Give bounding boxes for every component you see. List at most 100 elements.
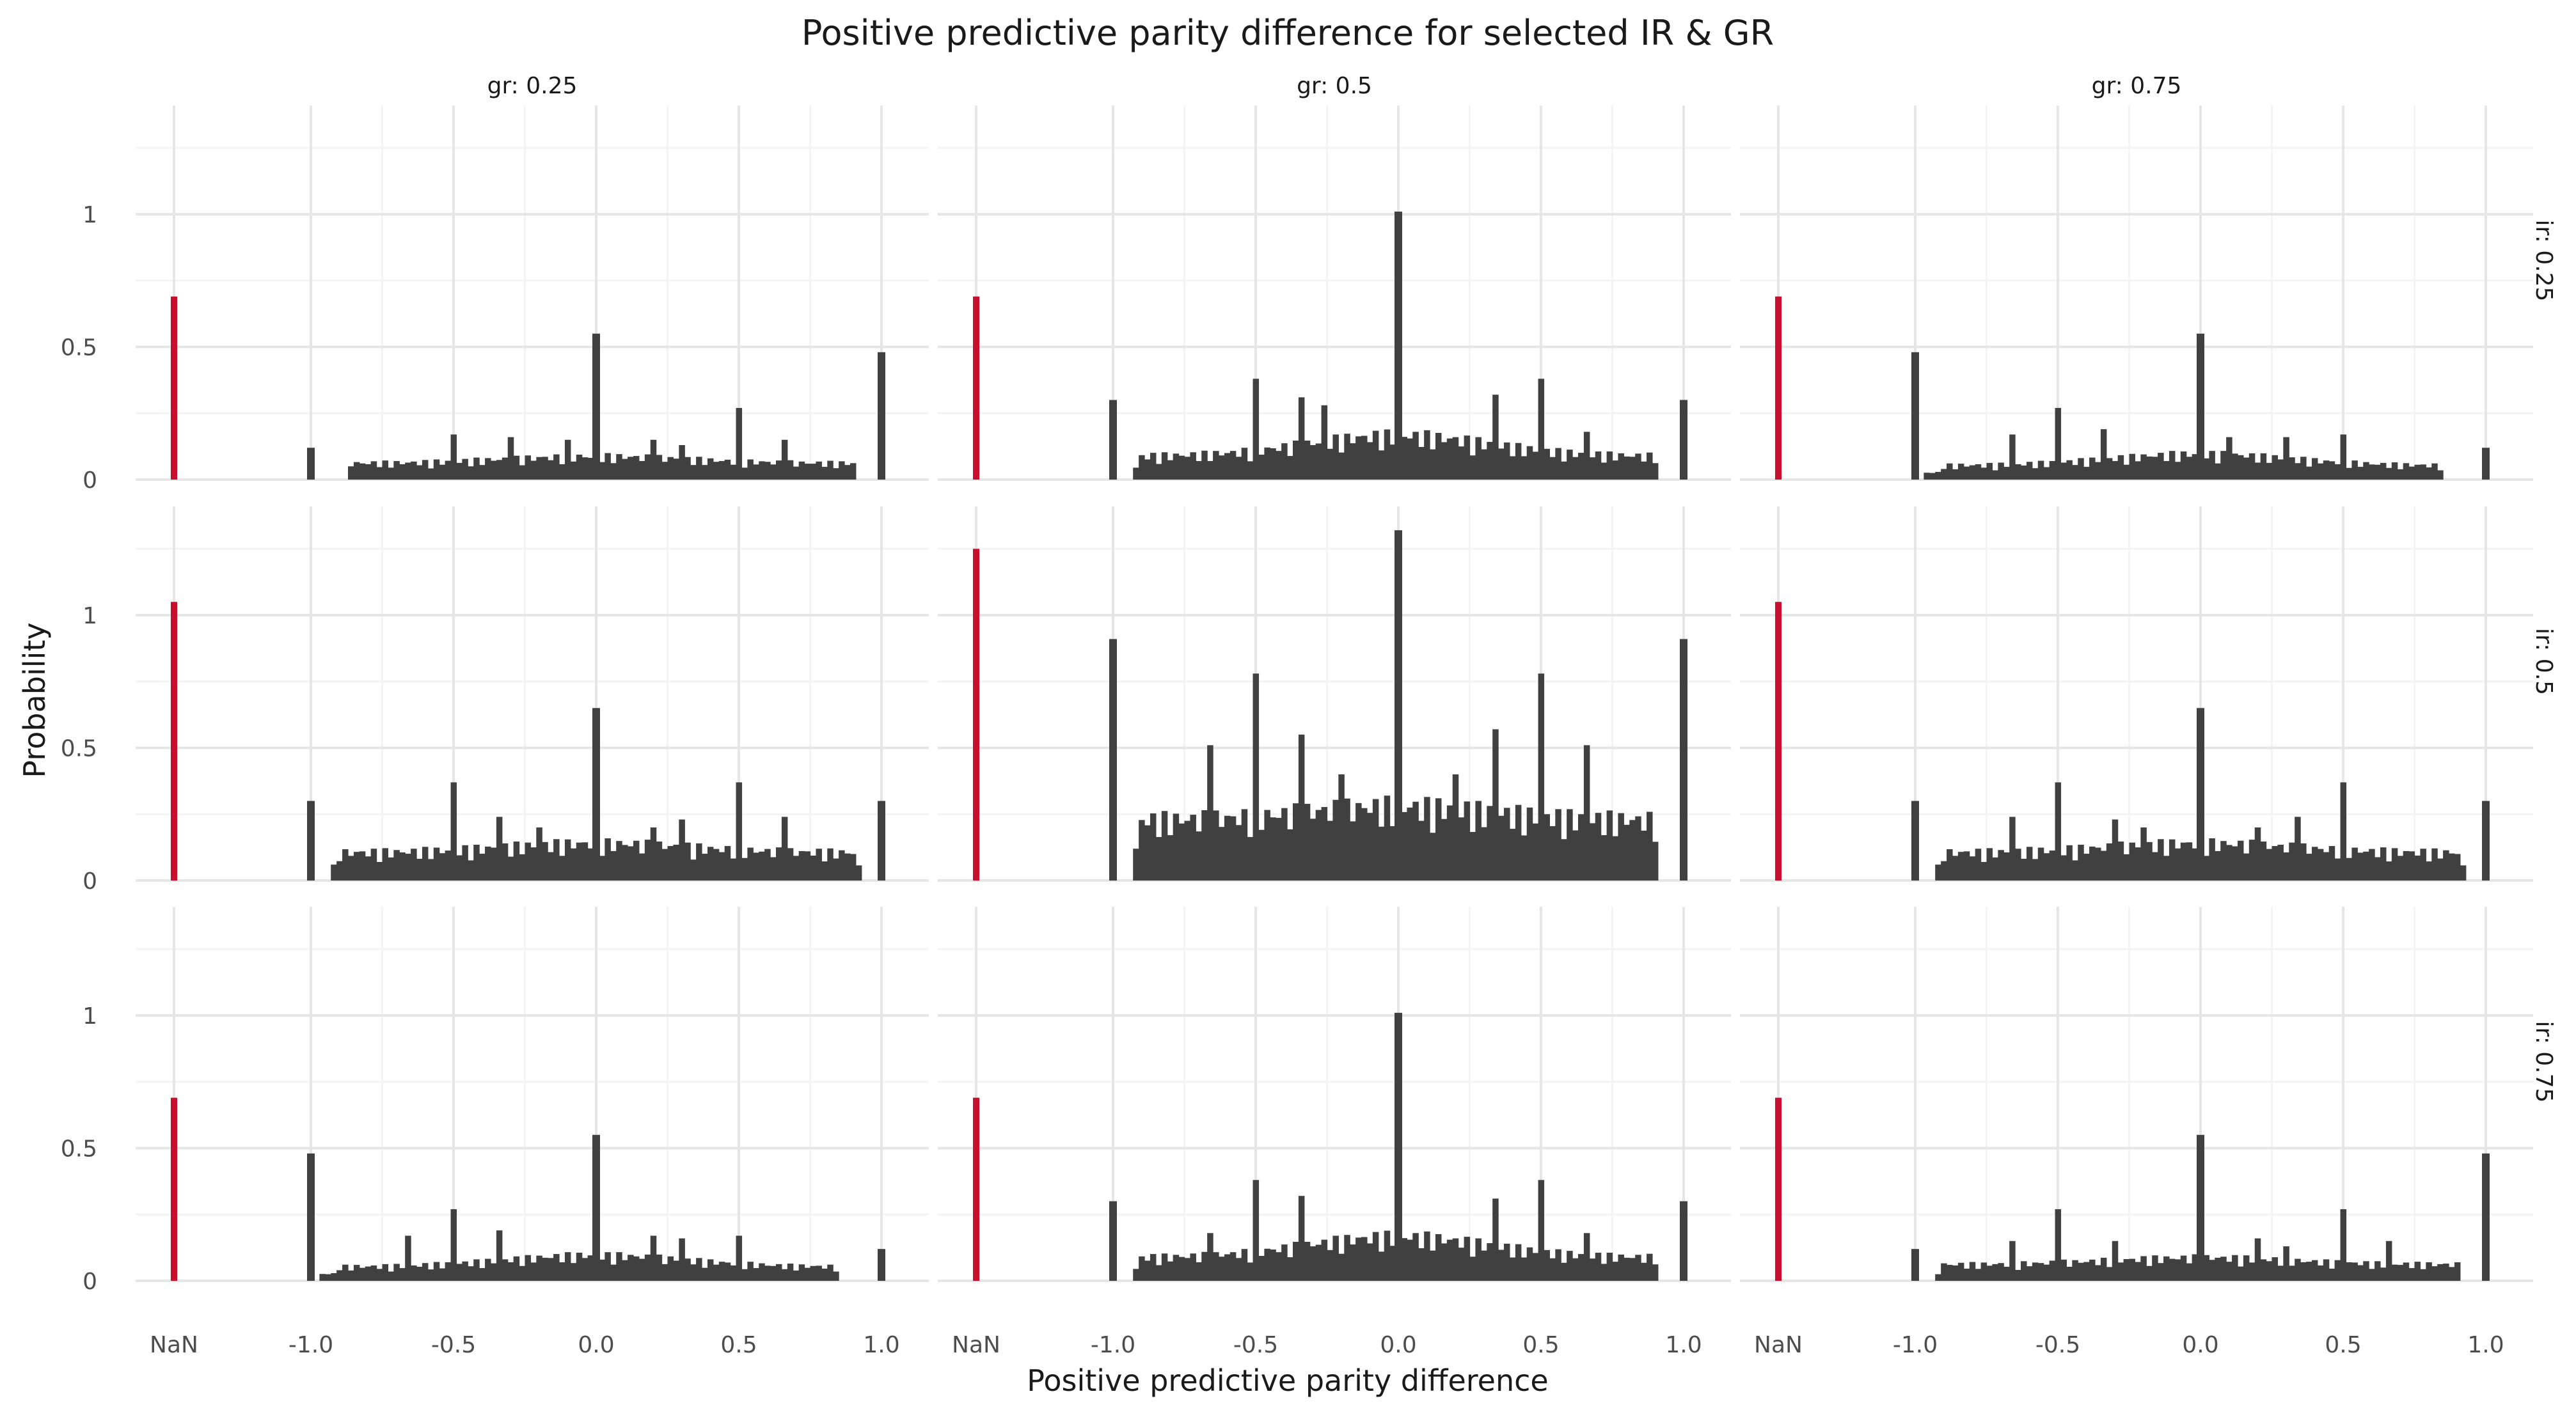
histogram-bar [2414, 1262, 2421, 1281]
x-tick-label: -1.0 [1091, 1332, 1135, 1358]
histogram-bar [638, 853, 645, 881]
histogram-bar [1276, 818, 1282, 881]
histogram-bar [1213, 810, 1219, 881]
histogram-bar [2003, 852, 2010, 881]
histogram-bar [1992, 857, 1998, 881]
histogram-bar [878, 352, 885, 480]
histogram-bar [1178, 823, 1185, 881]
histogram-bar [2340, 1209, 2347, 1281]
histogram-bar [1515, 804, 1522, 881]
x-tick-labels: NaN NaN NaN -1.0 -1.0 -1.0 -0.5 -0.5 -0.5 0.0 0.0 0… [150, 1332, 2504, 1358]
histogram-bar [490, 847, 497, 881]
histogram-bar [2209, 451, 2215, 480]
histogram-bar [1612, 460, 1619, 480]
histogram-bar [2180, 1255, 2187, 1281]
histogram-bar [599, 462, 605, 480]
histogram-bar [1207, 1233, 1213, 1281]
histogram-bar [1986, 1265, 1993, 1281]
histogram-bar [347, 466, 354, 480]
histogram-bar [1538, 379, 1545, 480]
histogram-bar [325, 1274, 331, 1281]
histogram-bar [1441, 442, 1448, 480]
histogram-bar [1332, 434, 1339, 480]
histogram-bar [2369, 1269, 2375, 1281]
histogram-bar [2032, 859, 2039, 881]
histogram-bar [2397, 1265, 2404, 1281]
histogram-bar [2248, 840, 2256, 881]
histogram-bar [2306, 1262, 2312, 1281]
histogram-bar [2078, 844, 2084, 881]
histogram-bar [2243, 457, 2250, 480]
histogram-bar [759, 461, 765, 480]
histogram-bar [661, 849, 668, 881]
histogram-bar [1401, 437, 1407, 480]
histogram-bar [2135, 847, 2141, 881]
histogram-bar [816, 461, 822, 480]
histogram-bar [1980, 467, 1987, 480]
histogram-bar [1464, 1237, 1471, 1281]
histogram-bar [2163, 856, 2170, 881]
histogram-bar [433, 459, 440, 480]
histogram-bar [1464, 801, 1471, 881]
histogram-bar [2192, 848, 2199, 881]
histogram-bar [1509, 1257, 1516, 1281]
nan-bar [973, 296, 979, 480]
histogram-bar [1929, 473, 1936, 480]
histogram-bar [1258, 454, 1265, 480]
histogram-bar [1572, 457, 1579, 480]
histogram-bar [2437, 470, 2444, 480]
histogram-bar [2158, 839, 2164, 881]
histogram-bar [2375, 857, 2381, 881]
histogram-bar [307, 1153, 315, 1281]
histogram-bar [718, 460, 725, 480]
histogram-bar [1219, 1257, 1225, 1281]
histogram-bar [1224, 815, 1231, 881]
histogram-bar [542, 457, 548, 480]
histogram-bar [1155, 836, 1162, 881]
histogram-bar [1109, 639, 1117, 881]
histogram-bar [342, 849, 349, 881]
histogram-bar [2266, 849, 2273, 881]
histogram-bar [2403, 463, 2410, 480]
histogram-bar [1384, 1230, 1391, 1281]
histogram-bar [1355, 803, 1362, 881]
histogram-bar [2328, 1268, 2335, 1281]
histogram-bar [2037, 460, 2044, 480]
histogram-bar [2043, 1264, 2050, 1281]
histogram-bar [1350, 443, 1356, 480]
histogram-bar [770, 464, 777, 480]
histogram-bar [1963, 466, 1970, 480]
histogram-bar [1647, 811, 1653, 881]
histogram-bar [1526, 807, 1533, 881]
histogram-bar [747, 459, 754, 480]
histogram-bar [1980, 1262, 1987, 1281]
histogram-bar [1395, 211, 1402, 480]
histogram-bar [353, 852, 360, 881]
histogram-bar [1304, 440, 1311, 480]
histogram-bar [1458, 1248, 1465, 1281]
histogram-bar [468, 860, 474, 881]
histogram-bar [679, 1238, 685, 1281]
histogram-bar [2112, 819, 2119, 881]
histogram-bar [2112, 460, 2119, 480]
histogram-bar [1315, 810, 1322, 881]
histogram-bar [1315, 1244, 1322, 1281]
histogram-bar [2260, 453, 2267, 480]
histogram-bar [736, 407, 743, 480]
histogram-bar [427, 468, 434, 480]
histogram-bar [2072, 1260, 2078, 1281]
histogram-bar [2203, 856, 2209, 881]
facet-strip-column: gr: 0.25 [487, 73, 578, 99]
histogram-bar [724, 846, 731, 881]
histogram-bar [2158, 453, 2164, 480]
histogram-bar [388, 467, 394, 480]
histogram-bar [821, 861, 828, 881]
histogram-bar [1207, 460, 1213, 480]
histogram-bar [2152, 852, 2158, 881]
histogram-bar [2060, 462, 2067, 480]
histogram-bar [1624, 824, 1630, 881]
histogram-bar [1372, 799, 1379, 881]
histogram-bar [2152, 1255, 2158, 1281]
histogram-bar [616, 841, 622, 881]
histogram-bar [1549, 457, 1556, 480]
